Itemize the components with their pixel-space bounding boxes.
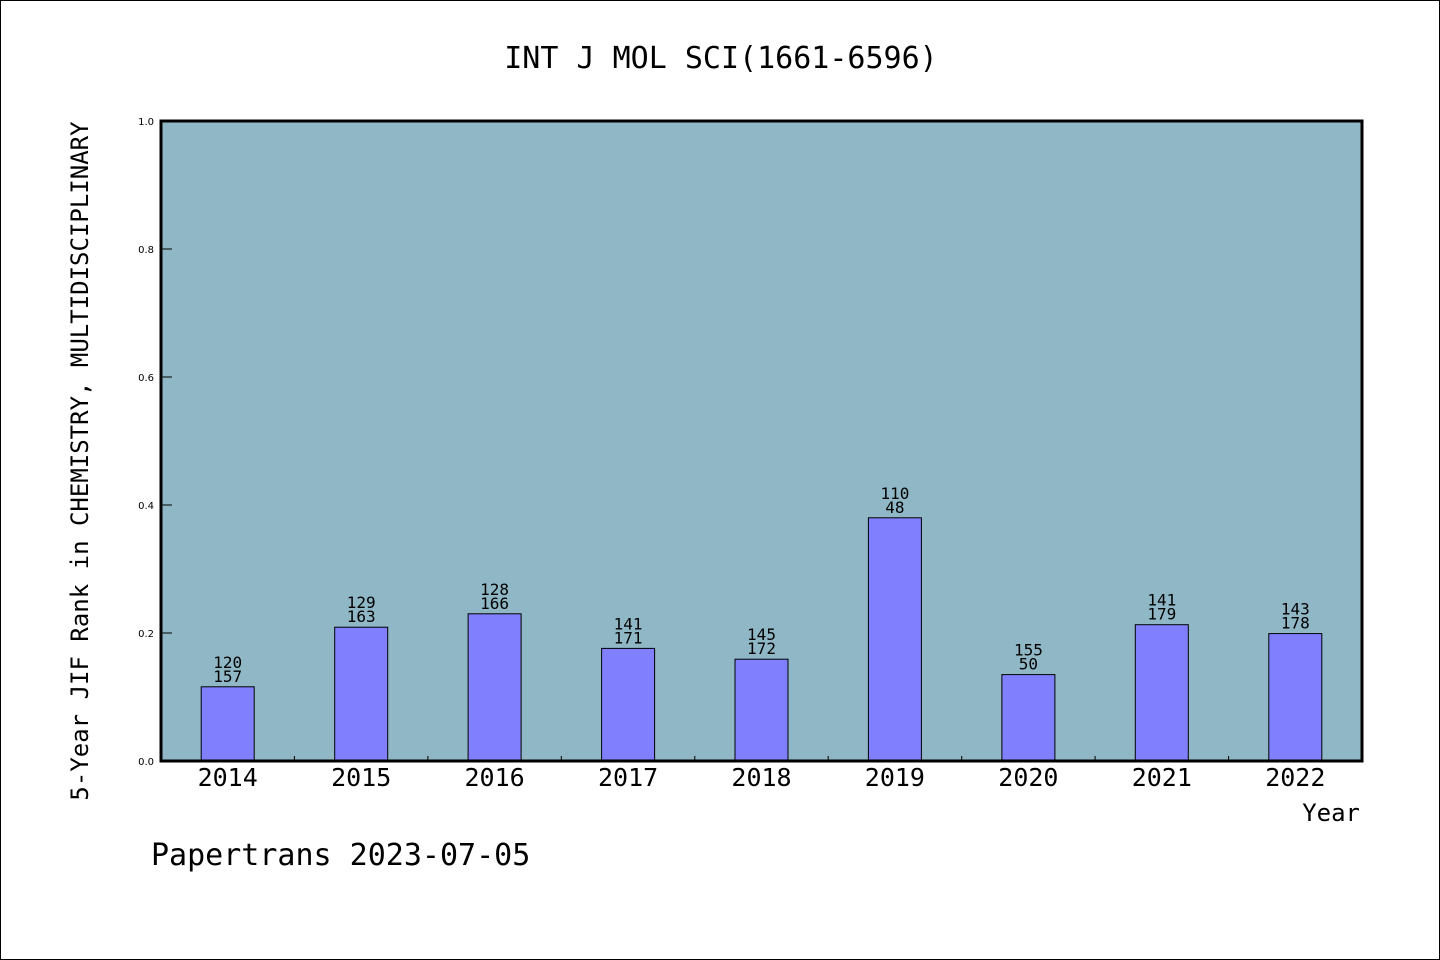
x-tick-label-2014: 2014 xyxy=(198,763,258,792)
x-tick-label-2018: 2018 xyxy=(731,763,791,792)
bar-label-top-2015: 129 xyxy=(347,593,376,612)
bar-label-bottom-2022: 178 xyxy=(1281,614,1310,633)
y-tick-label: 0.8 xyxy=(138,245,154,256)
bar-label-top-2014: 120 xyxy=(213,653,242,672)
bar-label-top-2018: 145 xyxy=(747,625,776,644)
y-tick-label: 0.6 xyxy=(138,373,154,384)
y-axis-label: 5-Year JIF Rank in CHEMISTRY, MULTIDISCI… xyxy=(66,121,94,801)
bar-2015 xyxy=(334,626,389,762)
bar-label-bottom-2020: 50 xyxy=(1019,655,1038,674)
bar-label-bottom-2016: 166 xyxy=(480,594,509,613)
bar-2014 xyxy=(200,686,255,762)
x-tick-label-2016: 2016 xyxy=(464,763,524,792)
x-axis-label: Year xyxy=(1302,799,1360,827)
y-tick-label: 1.0 xyxy=(138,117,154,128)
plot-border xyxy=(159,119,1364,763)
y-tick-label: 0.2 xyxy=(138,629,154,640)
bar-label-top-2020: 155 xyxy=(1014,641,1043,660)
x-tick-label-2022: 2022 xyxy=(1265,763,1325,792)
chart-title: INT J MOL SCI(1661-6596) xyxy=(504,41,937,76)
bar-2022 xyxy=(1268,633,1323,762)
bar-label-bottom-2015: 163 xyxy=(347,607,376,626)
bar-2017 xyxy=(601,647,656,762)
bar-label-bottom-2019: 48 xyxy=(885,498,904,517)
x-tick-label-2021: 2021 xyxy=(1132,763,1192,792)
x-tick-label-2015: 2015 xyxy=(331,763,391,792)
bar-label-top-2021: 141 xyxy=(1147,591,1176,610)
bar-label-top-2022: 143 xyxy=(1281,600,1310,619)
bar-label-bottom-2017: 171 xyxy=(614,628,643,647)
x-tick-label-2019: 2019 xyxy=(865,763,925,792)
bar-2016 xyxy=(467,613,522,762)
bar-label-bottom-2021: 179 xyxy=(1147,605,1176,624)
bar-label-bottom-2014: 157 xyxy=(213,667,242,686)
bar-2018 xyxy=(734,658,789,762)
bar-label-top-2017: 141 xyxy=(614,614,643,633)
bar-label-bottom-2018: 172 xyxy=(747,639,776,658)
x-tick-label-2017: 2017 xyxy=(598,763,658,792)
bar-label-top-2019: 110 xyxy=(880,484,909,503)
footer-credit: Papertrans 2023-07-05 xyxy=(151,838,530,873)
bars-layer xyxy=(200,517,1323,762)
y-tick-label: 0.0 xyxy=(138,757,154,768)
bar-2020 xyxy=(1001,674,1056,762)
bar-2021 xyxy=(1134,624,1189,762)
y-tick-label: 0.4 xyxy=(138,501,154,512)
x-axis-ticks: 2014 2015 2016 2017 2018 2019 2020 2021 2022 xyxy=(198,756,1325,792)
bar-label-top-2016: 128 xyxy=(480,580,509,599)
x-tick-label-2020: 2020 xyxy=(998,763,1058,792)
bar-2019 xyxy=(867,517,922,762)
